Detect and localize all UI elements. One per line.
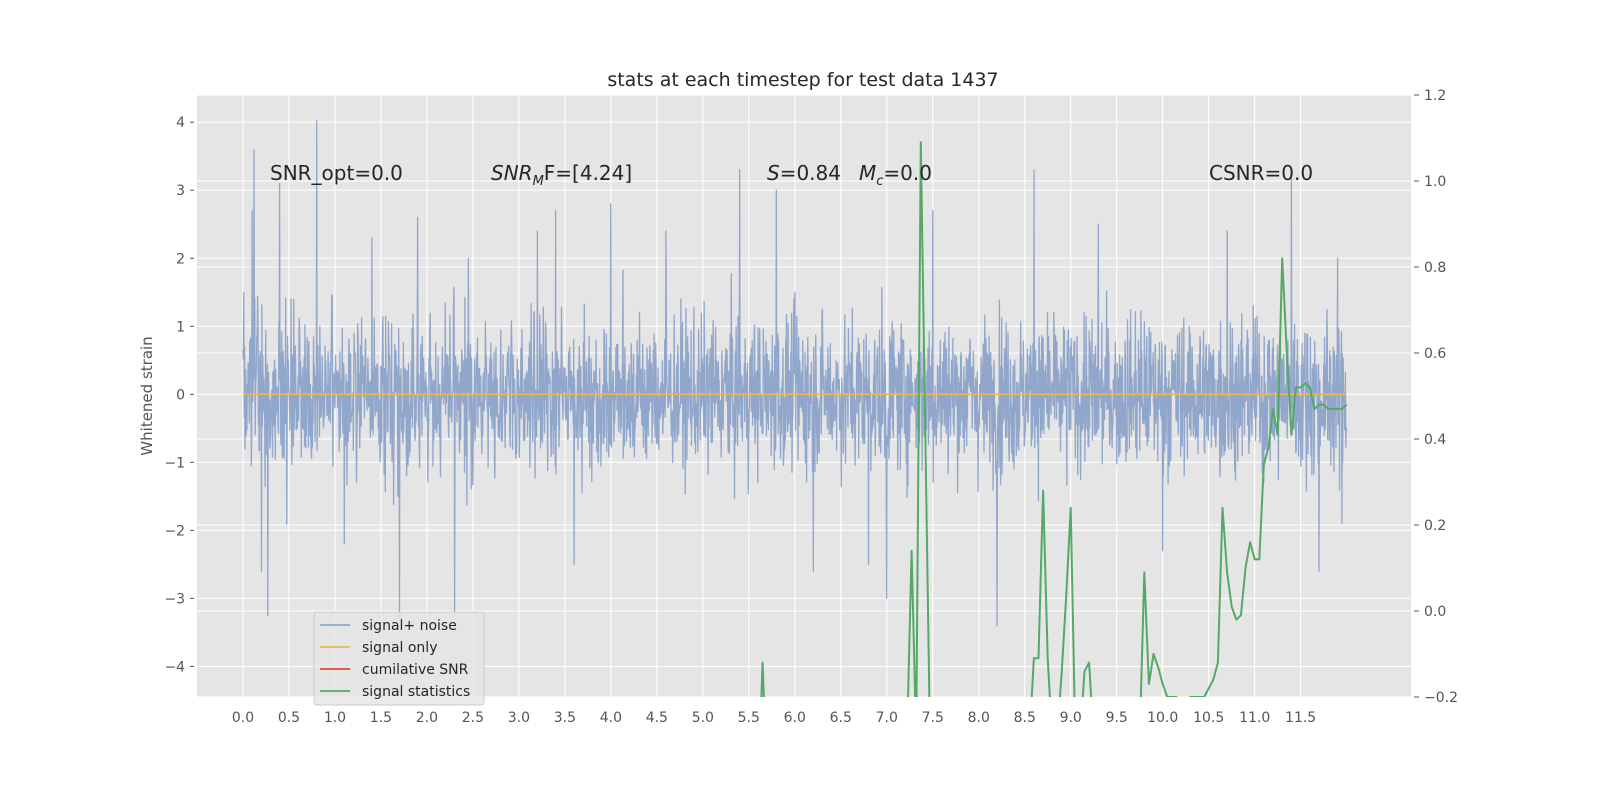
chart-title: stats at each timestep for test data 143… xyxy=(607,69,998,91)
legend: signal+ noise signal only cumilative SNR si… xyxy=(313,611,485,706)
x-tick-label: 8.5 xyxy=(1014,710,1036,726)
annotation-s: S=0.84 xyxy=(767,161,841,185)
annotation-snr-mf: SNRMF=[4.24] xyxy=(491,161,632,189)
annotation-mc-main: M xyxy=(859,161,876,185)
x-tick-label: 10.0 xyxy=(1147,710,1178,726)
y2-tick-label: 1.0 xyxy=(1424,174,1446,190)
annotation-snr-mf-tail: F=[4.24] xyxy=(544,161,632,185)
y-tick-label: 3 xyxy=(176,183,185,199)
x-tick-label: 4.0 xyxy=(600,710,622,726)
legend-label: signal statistics xyxy=(362,684,470,700)
x-tick-label: 7.5 xyxy=(922,710,944,726)
x-tick-label: 6.0 xyxy=(784,710,806,726)
x-tick-label: 8.0 xyxy=(968,710,990,726)
x-axis: 0.0 0.5 1.0 1.5 2.0 2.5 3.0 3.5 4.0 4.5 5.0 5.5 6.0 6… xyxy=(232,710,1316,726)
x-tick-label: 11.5 xyxy=(1285,710,1316,726)
x-tick-label: 3.0 xyxy=(508,710,530,726)
y2-tick-label: −0.2 xyxy=(1424,690,1458,706)
x-tick-label: 5.0 xyxy=(692,710,714,726)
y-tick-label: 0 xyxy=(176,387,185,403)
y2-tick-label: 1.2 xyxy=(1424,88,1446,104)
y2-tick-label: 0.4 xyxy=(1424,432,1446,448)
x-tick-label: 0.0 xyxy=(232,710,254,726)
y-axis-left: 4 3 2 1 0 −1 −2 −3 −4 xyxy=(164,115,194,675)
annotation-snr-mf-sub: M xyxy=(533,174,544,189)
legend-label: signal+ noise xyxy=(362,618,457,634)
x-tick-label: 6.5 xyxy=(830,710,852,726)
x-tick-label: 9.0 xyxy=(1060,710,1082,726)
signal-statistics-series xyxy=(760,141,1348,697)
signal-noise-series xyxy=(242,120,1348,627)
legend-box xyxy=(313,611,485,706)
annotation-csnr: CSNR=0.0 xyxy=(1209,161,1313,185)
y2-tick-label: 0.2 xyxy=(1424,518,1446,534)
signal-noise-line xyxy=(242,120,1348,627)
x-tick-label: 11.0 xyxy=(1239,710,1270,726)
y-tick-label: 2 xyxy=(176,251,185,267)
annotation-s-tail: =0.84 xyxy=(780,161,841,185)
x-tick-label: 7.0 xyxy=(876,710,898,726)
y2-tick-label: 0.6 xyxy=(1424,346,1446,362)
x-tick-label: 10.5 xyxy=(1193,710,1224,726)
y-tick-label: −2 xyxy=(164,523,185,539)
x-tick-label: 4.5 xyxy=(646,710,668,726)
annotation-mc: Mc=0.0 xyxy=(859,161,932,189)
y-tick-label: −3 xyxy=(164,591,185,607)
x-tick-label: 2.5 xyxy=(462,710,484,726)
annotation-mc-sub: c xyxy=(876,174,883,189)
annotation-snr-mf-main: SNR xyxy=(491,161,533,185)
y-tick-label: 1 xyxy=(176,319,185,335)
y-tick-label: 4 xyxy=(176,115,185,131)
x-tick-label: 9.5 xyxy=(1106,710,1128,726)
legend-label: signal only xyxy=(362,640,437,656)
y-tick-label: −1 xyxy=(164,455,185,471)
x-tick-label: 3.5 xyxy=(554,710,576,726)
x-tick-label: 2.0 xyxy=(416,710,438,726)
annotation-mc-tail: =0.0 xyxy=(883,161,932,185)
x-tick-label: 1.0 xyxy=(324,710,346,726)
y2-tick-label: 0.8 xyxy=(1424,260,1446,276)
y-axis-label: Whitened strain xyxy=(138,336,156,455)
y-tick-label: −4 xyxy=(164,659,185,675)
x-tick-label: 5.5 xyxy=(738,710,760,726)
legend-label: cumilative SNR xyxy=(362,662,469,678)
annotations: SNR_opt=0.0 SNRMF=[4.24] S=0.84 Mc=0.0 C… xyxy=(270,161,1313,189)
y2-tick-label: 0.0 xyxy=(1424,604,1446,620)
y-axis-right: 1.2 1.0 0.8 0.6 0.4 0.2 0.0 −0.2 xyxy=(1414,88,1458,706)
annotation-snr-opt: SNR_opt=0.0 xyxy=(270,161,403,185)
x-tick-label: 0.5 xyxy=(278,710,300,726)
signal-statistics-line xyxy=(760,141,1348,697)
x-tick-label: 1.5 xyxy=(370,710,392,726)
annotation-s-main: S xyxy=(767,161,780,185)
